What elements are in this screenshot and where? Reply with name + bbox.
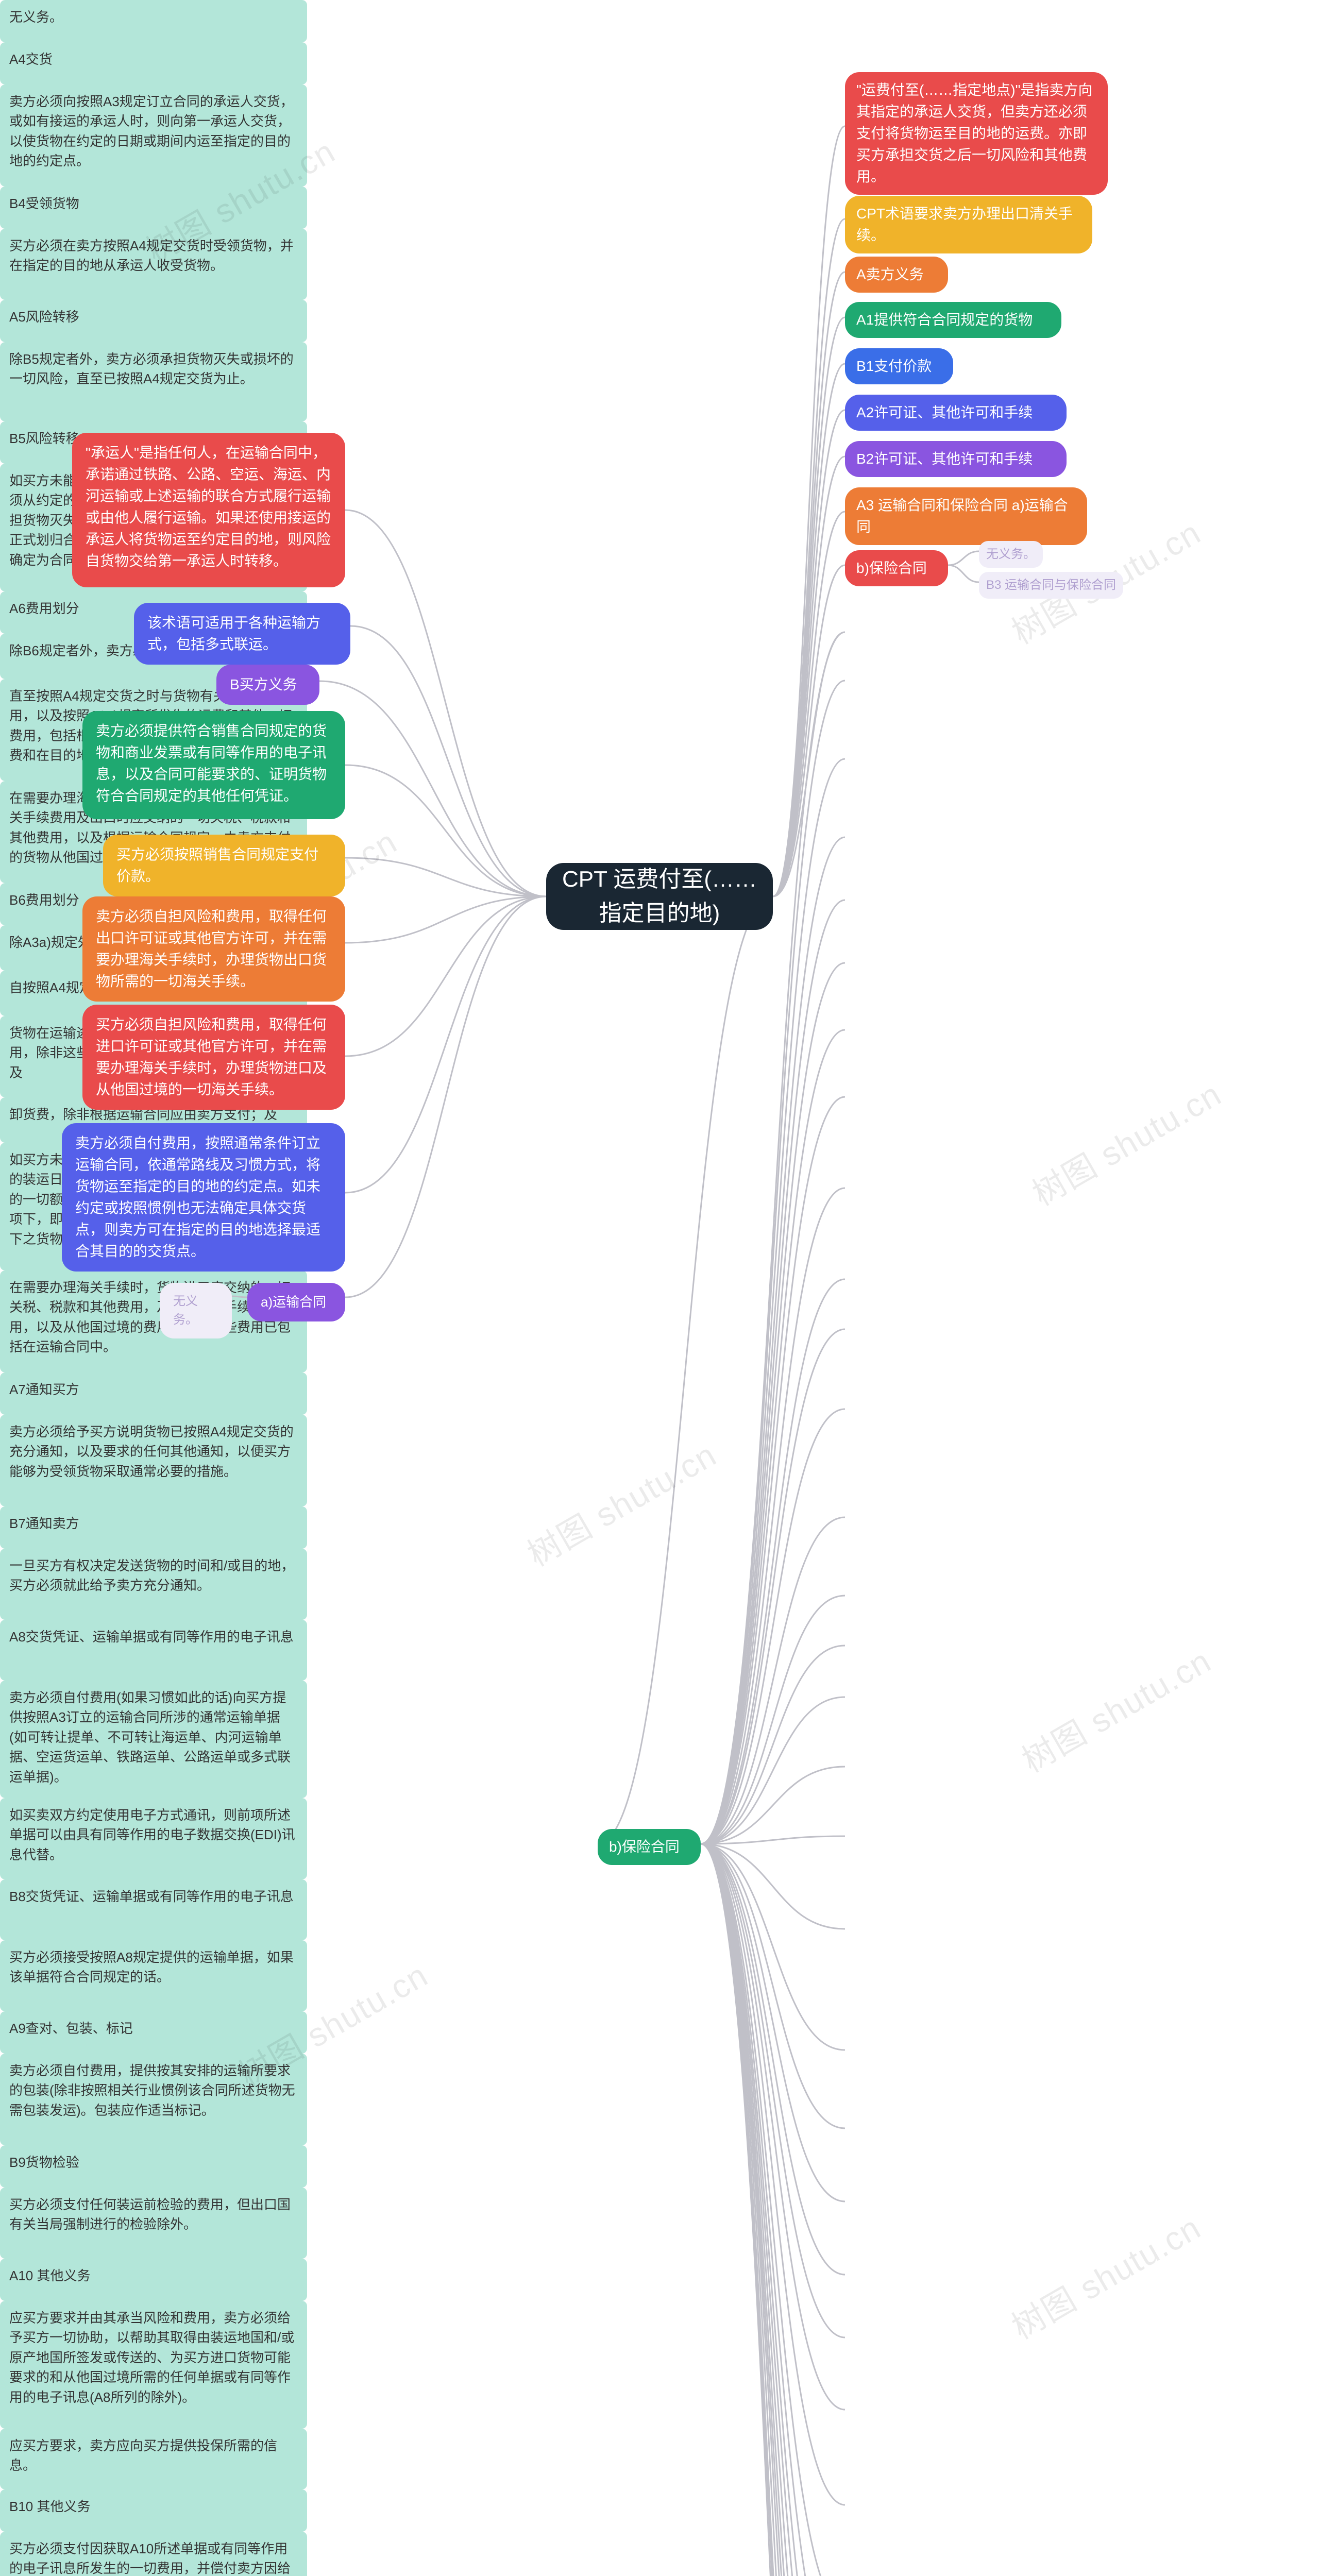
left-node-4: 卖方必须提供符合销售合同规定的货物和商业发票或有同等作用的电子讯息，以及合同可能… [82, 711, 345, 819]
left-node-2: 该术语可适用于各种运输方式，包括多式联运。 [134, 603, 350, 665]
teal-leaf-29: 买方必须接受按照A8规定提供的运输单据，如果该单据符合合同规定的话。 [0, 1940, 307, 2011]
watermark: 树图 shutu.cn [1022, 1069, 1229, 1215]
teal-leaf-7: 除B5规定者外，卖方必须承担货物灭失或损坏的一切风险，直至已按照A4规定交货为止… [0, 342, 307, 421]
left-node-10: a)运输合同 [247, 1283, 345, 1321]
teal-leaf-34: A10 其他义务 [0, 2259, 307, 2301]
teal-leaf-6: A5风险转移 [0, 300, 307, 342]
right-node-3: A卖方义务 [845, 257, 948, 293]
center-node: CPT 运费付至(……指定目的地) [546, 863, 773, 930]
teal-leaf-38: 买方必须支付因获取A10所述单据或有同等作用的电子讯息所发生的一切费用，并偿付卖… [0, 2532, 307, 2576]
teal-leaf-30: A9查对、包装、标记 [0, 2011, 307, 2054]
teal-leaf-4: B4受领货物 [0, 187, 307, 229]
watermark: 树图 shutu.cn [517, 2563, 724, 2576]
teal-leaf-27: 如买卖双方约定使用电子方式通讯，则前项所述单据可以由具有同等作用的电子数据交换(… [0, 1798, 307, 1879]
teal-leaf-37: B10 其他义务 [0, 2489, 307, 2532]
left-node-5: 买方必须按照销售合同规定支付价款。 [103, 835, 345, 896]
teal-leaf-1: 无义务。 [0, 0, 307, 42]
right-node-2: CPT术语要求卖方办理出口清关手续。 [845, 196, 1092, 253]
teal-leaf-33: 买方必须支付任何装运前检验的费用，但出口国有关当局强制进行的检验除外。 [0, 2188, 307, 2259]
watermark: 树图 shutu.cn [1012, 1635, 1219, 1782]
bchain-hub: b)保险合同 [598, 1829, 701, 1865]
right-node-5: B1支付价款 [845, 348, 953, 384]
r9-child-1: 无义务。 [979, 541, 1043, 568]
right-node-1: "运费付至(……指定地点)"是指卖方向其指定的承运人交货，但卖方还必须支付将货物… [845, 72, 1108, 195]
left-node-3: B买方义务 [216, 665, 319, 705]
right-node-7: B2许可证、其他许可和手续 [845, 441, 1067, 477]
teal-leaf-2: A4交货 [0, 42, 307, 84]
watermark: 树图 shutu.cn [1002, 2202, 1208, 2349]
teal-leaf-22: 卖方必须给予买方说明货物已按照A4规定交货的充分通知，以及要求的任何其他通知，以… [0, 1415, 307, 1506]
watermark: 树图 shutu.cn [517, 1429, 724, 1576]
teal-leaf-26: 卖方必须自付费用(如果习惯如此的话)向买方提供按照A3订立的运输合同所涉的通常运… [0, 1681, 307, 1798]
left-node-7: 买方必须自担风险和费用，取得任何进口许可证或其他官方许可，并在需要办理海关手续时… [82, 1005, 345, 1110]
right-node-4: A1提供符合合同规定的货物 [845, 302, 1061, 338]
r9-child-2: B3 运输合同与保险合同 [979, 572, 1123, 599]
left-node-6: 卖方必须自担风险和费用，取得任何出口许可证或其他官方许可，并在需要办理海关手续时… [82, 896, 345, 1002]
teal-leaf-28: B8交货凭证、运输单据或有同等作用的电子讯息 [0, 1879, 307, 1940]
left-node-8: 卖方必须自付费用，按照通常条件订立运输合同，依通常路线及习惯方式，将货物运至指定… [62, 1123, 345, 1272]
teal-leaf-25: A8交货凭证、运输单据或有同等作用的电子讯息 [0, 1620, 307, 1681]
teal-leaf-31: 卖方必须自付费用，提供按其安排的运输所要求的包装(除非按照相关行业惯例该合同所述… [0, 2054, 307, 2145]
teal-leaf-36: 应买方要求，卖方应向买方提供投保所需的信息。 [0, 2429, 307, 2489]
right-node-6: A2许可证、其他许可和手续 [845, 395, 1067, 431]
teal-leaf-5: 买方必须在卖方按照A4规定交货时受领货物，并在指定的目的地从承运人收受货物。 [0, 229, 307, 300]
teal-leaf-23: B7通知卖方 [0, 1506, 307, 1549]
teal-leaf-3: 卖方必须向按照A3规定订立合同的承运人交货，或如有接运的承运人时，则向第一承运人… [0, 84, 307, 187]
left-node-1: "承运人"是指任何人，在运输合同中，承诺通过铁路、公路、空运、海运、内河运输或上… [72, 433, 345, 587]
teal-leaf-35: 应买方要求并由其承当风险和费用，卖方必须给予买方一切协助，以帮助其取得由装运地国… [0, 2301, 307, 2429]
teal-leaf-32: B9货物检验 [0, 2145, 307, 2188]
right-node-9: b)保险合同 [845, 550, 948, 586]
teal-leaf-24: 一旦买方有权决定发送货物的时间和/或目的地，买方必须就此给予卖方充分通知。 [0, 1549, 307, 1620]
left-node-9: 无义务。 [160, 1283, 232, 1338]
teal-leaf-21: A7通知买方 [0, 1372, 307, 1415]
right-node-8: A3 运输合同和保险合同 a)运输合同 [845, 487, 1087, 545]
